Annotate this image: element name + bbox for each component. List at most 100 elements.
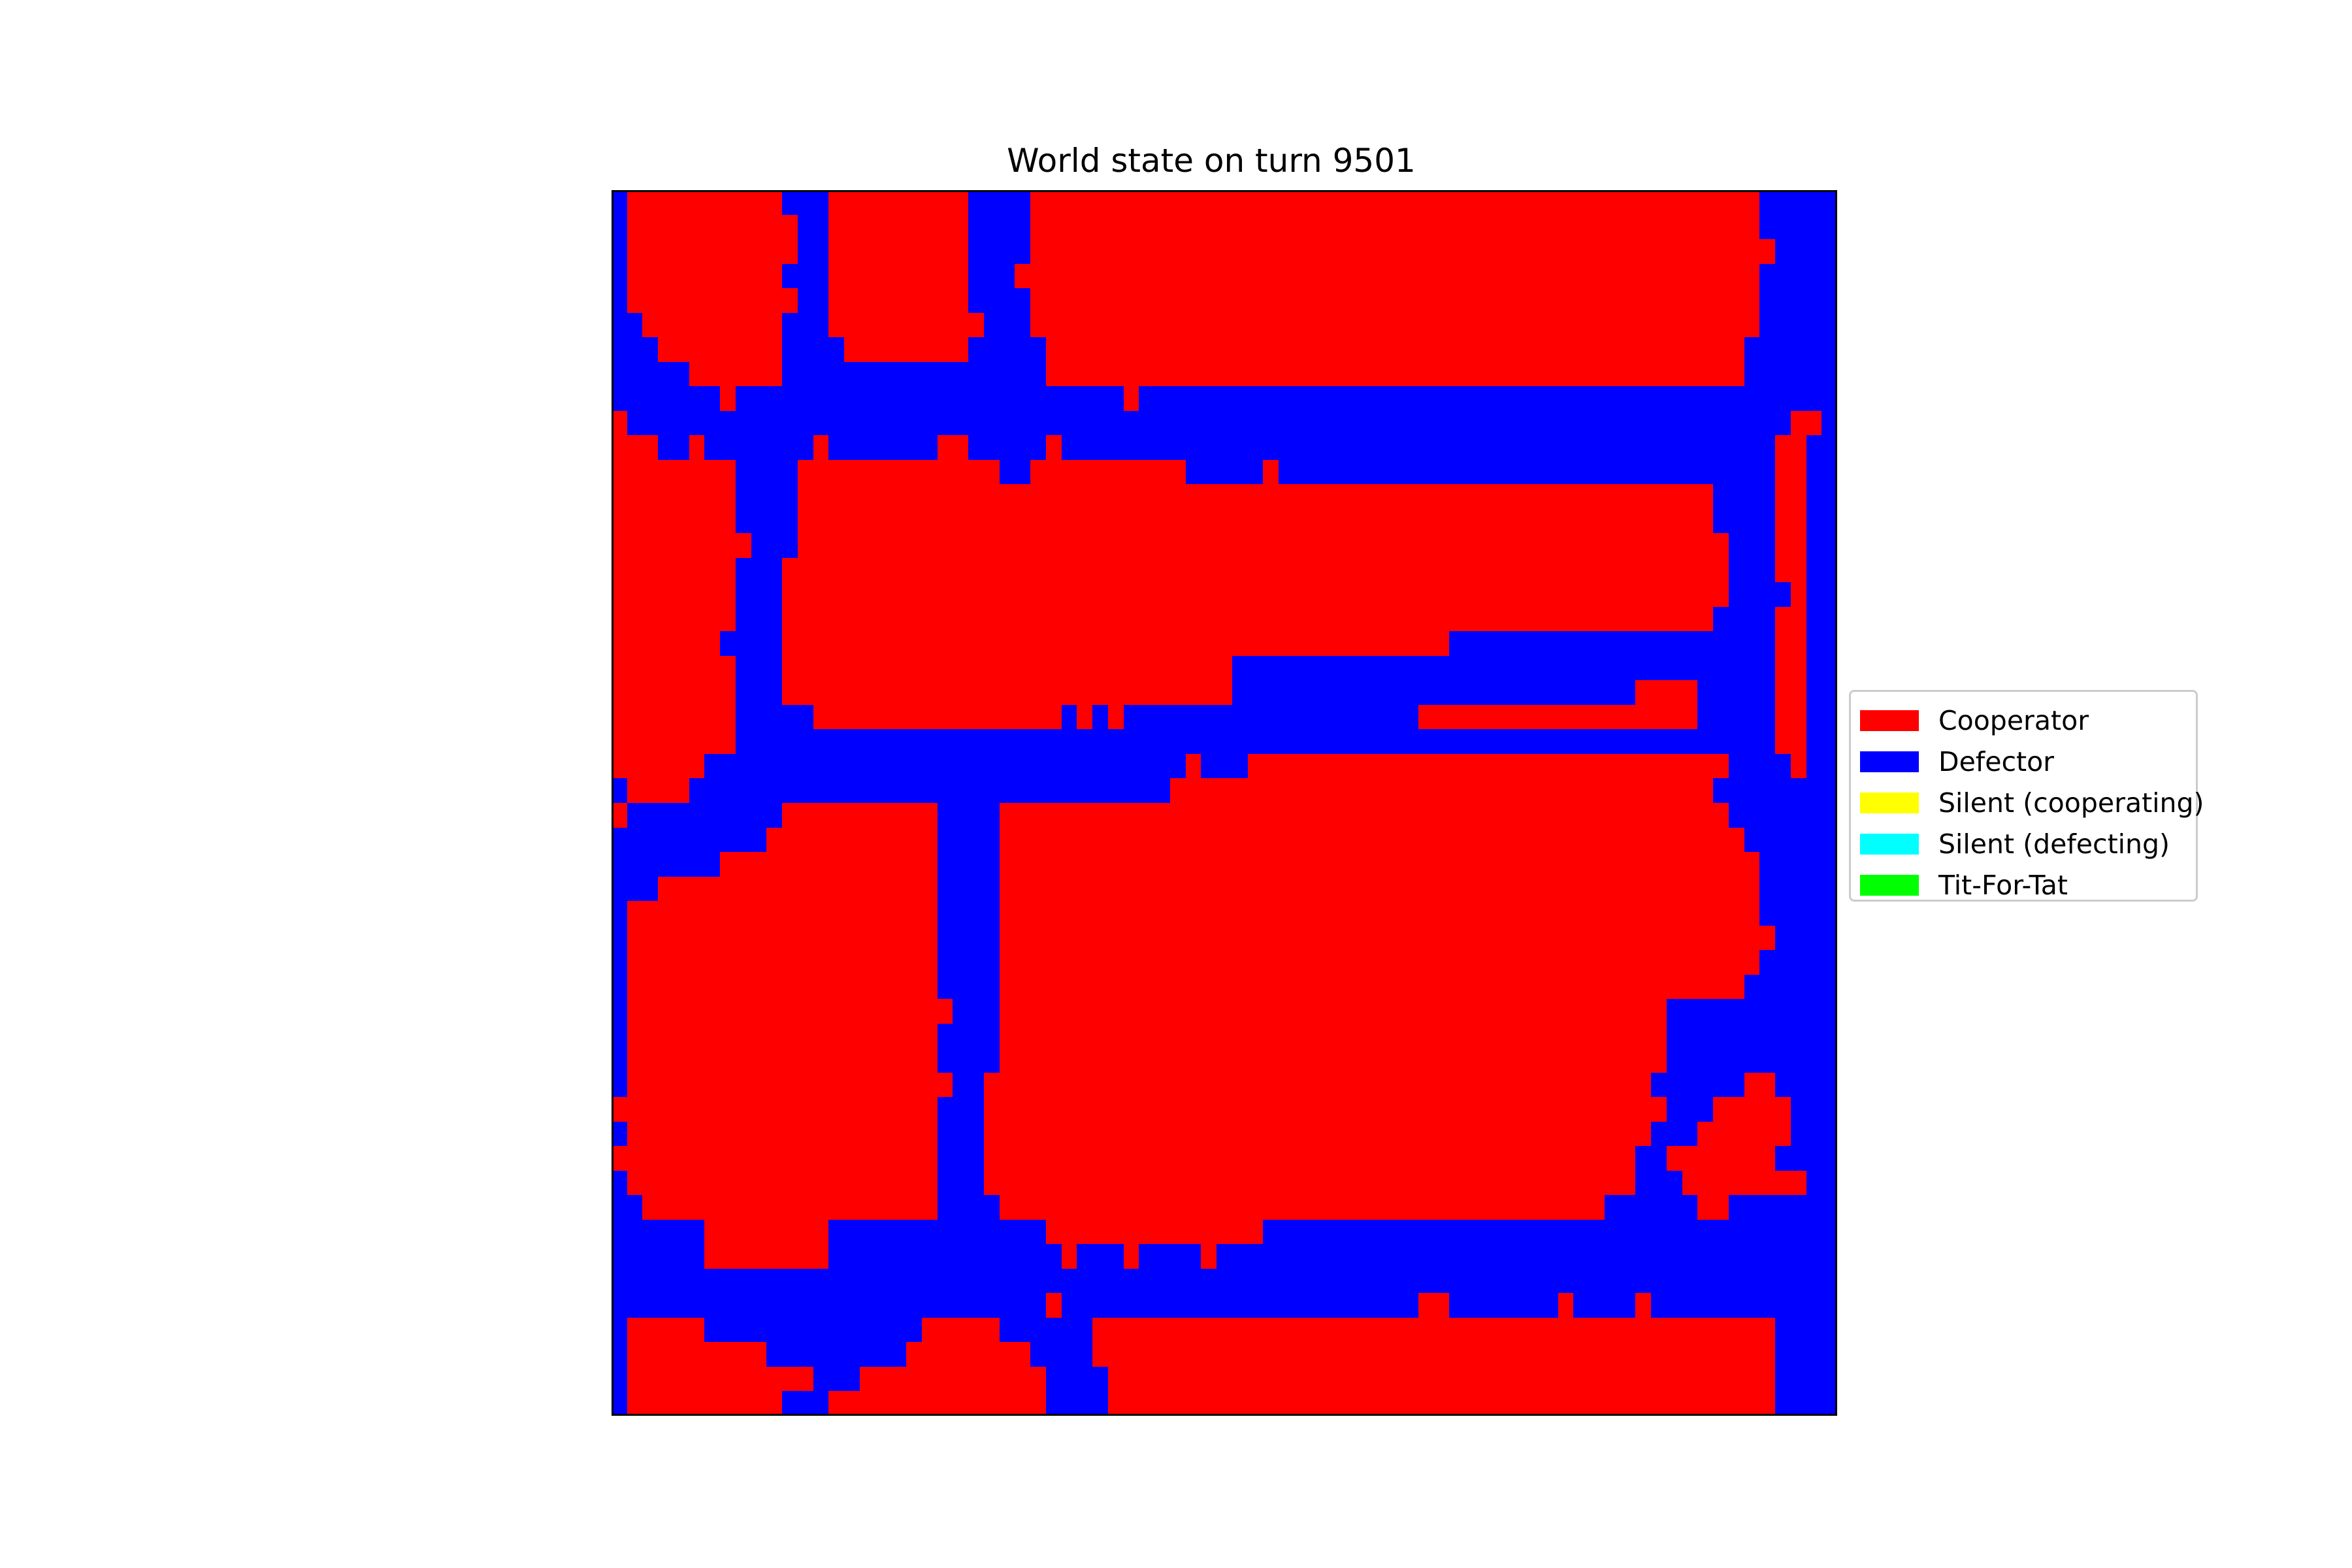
defector-cell-run (1092, 705, 1108, 729)
cooperator-cell-run (798, 509, 1713, 533)
defector-cell-run (612, 1073, 627, 1097)
defector-cell-run (1651, 1293, 1837, 1318)
cooperator-cell-run (1000, 828, 1744, 852)
defector-cell-run (938, 852, 1000, 877)
cooperator-cell-run (642, 1195, 938, 1220)
cooperator-cell-run (798, 484, 1713, 509)
cooperator-cell-run (627, 1122, 938, 1146)
cooperator-cell-run (984, 1073, 1651, 1097)
defector-cell-run (612, 1024, 627, 1048)
defector-cell-run (627, 803, 782, 828)
cooperator-cell-run (1000, 852, 1759, 877)
defector-cell-run (1729, 754, 1791, 778)
defector-cell-run (1806, 607, 1837, 631)
defector-cell-run (938, 975, 1000, 999)
defector-cell-run (782, 1391, 828, 1416)
defector-cell-run (1667, 1097, 1713, 1122)
defector-cell-run (1729, 1195, 1837, 1220)
defector-cell-run (1744, 828, 1837, 852)
defector-cell-run (828, 1244, 1062, 1269)
defector-cell-run (612, 1122, 627, 1146)
cooperator-cell-run (1791, 582, 1806, 607)
cooperator-cell-run (1000, 950, 1759, 975)
cooperator-cell-run (1775, 435, 1806, 460)
defector-cell-run (1775, 1318, 1837, 1342)
defector-cell-run (1697, 680, 1775, 705)
legend-swatch-tit-for-tat (1860, 874, 1919, 896)
defector-cell-run (1573, 1293, 1635, 1318)
defector-cell-run (1744, 337, 1837, 362)
cooperator-cell-run (612, 680, 736, 705)
defector-cell-run (612, 1367, 627, 1391)
legend-swatch-defector (1860, 751, 1919, 772)
defector-cell-run (1806, 484, 1837, 509)
cooperator-cell-run (627, 264, 782, 288)
defector-cell-run (1775, 1073, 1837, 1097)
defector-cell-run (968, 190, 1030, 215)
defector-cell-run (1806, 533, 1837, 558)
defector-cell-run (1077, 1244, 1124, 1269)
defector-cell-run (1791, 1097, 1837, 1122)
cooperator-cell-run (1092, 1318, 1775, 1342)
cooperator-cell-run (642, 313, 782, 337)
defector-cell-run (612, 1171, 627, 1195)
cooperator-cell-run (627, 975, 938, 999)
defector-cell-run (736, 582, 782, 607)
cooperator-cell-run (1775, 533, 1806, 558)
defector-cell-run (938, 803, 1000, 828)
defector-cell-run (1263, 1220, 1837, 1244)
cooperator-cell-run (1124, 1244, 1139, 1269)
defector-cell-run (1713, 778, 1837, 803)
defector-cell-run (1232, 680, 1635, 705)
cooperator-cell-run (1015, 264, 1759, 288)
defector-cell-run (1744, 975, 1837, 999)
defector-cell-run (1729, 533, 1775, 558)
defector-cell-run (736, 705, 813, 729)
cooperator-cell-run (844, 337, 968, 362)
cooperator-cell-run (658, 877, 938, 901)
defector-cell-run (612, 239, 627, 264)
defector-cell-run (612, 1195, 642, 1220)
defector-cell-run (612, 1342, 627, 1367)
legend-item-silent-cooperating: Silent (cooperating) (1860, 782, 2204, 823)
cooperator-cell-run (1558, 1293, 1573, 1318)
defector-cell-run (1775, 926, 1837, 950)
defector-cell-run (612, 1244, 704, 1269)
defector-cell-run (1449, 1293, 1558, 1318)
defector-cell-run (612, 778, 627, 803)
defector-cell-run (782, 337, 844, 362)
defector-cell-run (1806, 460, 1837, 484)
cooperator-cell-run (1000, 975, 1744, 999)
defector-cell-run (612, 337, 658, 362)
cooperator-cell-run (1170, 778, 1713, 803)
defector-cell-run (1046, 1367, 1108, 1391)
defector-cell-run (612, 828, 766, 852)
defector-cell-run (1635, 1146, 1667, 1171)
defector-cell-run (1062, 1293, 1418, 1318)
legend-swatch-silent-cooperating (1860, 792, 1919, 813)
defector-cell-run (1046, 1391, 1108, 1416)
cooperator-cell-run (1046, 337, 1744, 362)
cooperator-cell-run (1775, 729, 1806, 754)
cooperator-cell-run (922, 1318, 1000, 1342)
legend-label-silent-cooperating: Silent (cooperating) (1938, 787, 2204, 819)
cooperator-cell-run (1000, 1048, 1667, 1073)
cooperator-cell-run (766, 828, 938, 852)
cooperator-cell-run (1775, 558, 1806, 582)
cooperator-cell-run (612, 558, 736, 582)
cooperator-cell-run (627, 1318, 704, 1342)
cooperator-cell-run (1000, 926, 1775, 950)
cooperator-cell-run (720, 386, 736, 411)
defector-cell-run (1744, 362, 1837, 386)
defector-cell-run (1775, 1367, 1837, 1391)
defector-cell-run (1713, 509, 1775, 533)
cooperator-cell-run (1775, 509, 1806, 533)
cooperator-cell-run (658, 337, 782, 362)
cooperator-cell-run (612, 1097, 938, 1122)
defector-cell-run (1729, 803, 1837, 828)
defector-cell-run (612, 1318, 627, 1342)
legend: Cooperator Defector Silent (cooperating)… (1849, 690, 2204, 902)
cooperator-cell-run (1030, 460, 1186, 484)
legend-swatch-silent-defecting (1860, 833, 1919, 855)
